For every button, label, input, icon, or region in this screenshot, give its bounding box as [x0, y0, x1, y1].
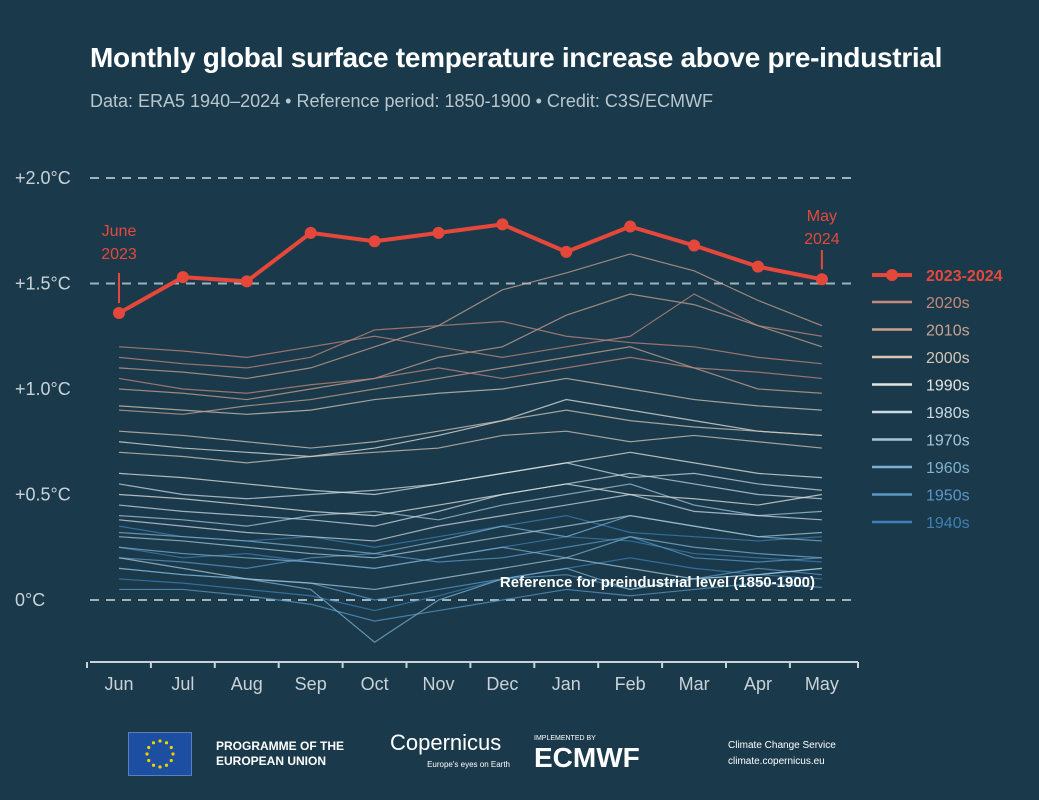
series-line-1990s	[118, 483, 822, 517]
legend-label-2000s: 2000s	[926, 350, 970, 367]
y-tick-label: +1.0°C	[15, 379, 71, 399]
y-tick-label: +0.5°C	[15, 485, 71, 505]
eu-star-icon	[158, 739, 162, 743]
series-line-2000s	[118, 409, 822, 449]
series-line-2010s	[118, 346, 822, 415]
data-point-2023-2024	[815, 273, 828, 286]
eu-star-icon	[169, 745, 173, 750]
series-line-1970s	[118, 483, 822, 527]
series-line-1960s	[118, 536, 822, 569]
data-point-2023-2024	[432, 226, 445, 239]
eu-star-icon	[147, 758, 151, 763]
x-tick-label: Dec	[486, 674, 518, 694]
copernicus-tagline: Europe's eyes on Earth	[427, 760, 510, 769]
series-line-1950s	[119, 582, 822, 622]
eu-programme-text: PROGRAMME OF THE EUROPEAN UNION	[216, 739, 344, 768]
data-point-2023-2024	[240, 275, 253, 288]
x-tick-label: Apr	[744, 674, 772, 694]
data-point-2023-2024	[560, 245, 573, 258]
legend-label-1950s: 1950s	[926, 488, 970, 505]
x-tick-label: Aug	[231, 674, 263, 694]
legend-label-2023-2024: 2023-2024	[926, 268, 1003, 285]
series-line-1990s	[118, 451, 822, 496]
x-tick-label: Nov	[422, 674, 454, 694]
eu-flag-logo	[128, 732, 192, 776]
reference-label: Reference for preindustrial level (1850-…	[500, 574, 815, 591]
x-tick-label: Oct	[361, 674, 389, 694]
series-line-2010s	[118, 253, 823, 380]
series-line-1980s	[118, 472, 822, 527]
data-point-2023-2024	[368, 235, 381, 248]
series-line-2020s	[118, 356, 822, 394]
y-tick-label: +1.5°C	[15, 274, 71, 294]
eu-star-icon	[164, 763, 169, 767]
legend-label-1970s: 1970s	[926, 433, 970, 450]
data-point-2023-2024	[752, 260, 764, 273]
y-tick-label: +2.0°C	[15, 168, 71, 188]
legend-label-1960s: 1960s	[926, 460, 970, 477]
x-tick-label: Feb	[615, 674, 646, 694]
ecmwf-text: ECMWF	[534, 741, 640, 773]
eu-star-icon	[145, 752, 149, 756]
series-line-2020s	[118, 320, 822, 369]
eu-star-icon	[169, 758, 173, 763]
data-point-2023-2024	[113, 307, 125, 320]
eu-stars-icon	[145, 739, 175, 769]
annotation-start-label: 2023	[101, 246, 137, 263]
implemented-by: IMPLEMENTED BY	[534, 734, 596, 742]
legend-label-2020s: 2020s	[926, 295, 970, 312]
data-point-2023-2024	[624, 220, 637, 233]
data-point-2023-2024	[496, 218, 509, 231]
series-line-1980s	[118, 493, 822, 542]
ecmwf-logo: IMPLEMENTED BY ECMWF	[534, 735, 704, 774]
series-line-2020s	[118, 293, 822, 358]
series-line-2000s	[118, 430, 822, 464]
eu-star-icon	[151, 741, 156, 745]
y-tick-label: 0°C	[15, 590, 45, 610]
x-tick-label: Sep	[295, 674, 327, 694]
series-line-1990s	[118, 398, 822, 458]
series-line-1980s	[118, 462, 822, 500]
legend-label-1990s: 1990s	[926, 378, 970, 395]
eu-star-icon	[147, 745, 151, 750]
climate-change-service-logo: Climate Change Service climate.copernicus…	[728, 740, 836, 768]
copernicus-text: Copernicus	[390, 730, 502, 755]
x-tick-label: May	[805, 674, 839, 694]
ccs-url: climate.copernicus.eu	[728, 756, 825, 767]
x-tick-label: Jul	[171, 674, 194, 694]
eu-star-icon	[158, 765, 162, 769]
series-line-2010s	[118, 293, 823, 401]
series-line-2023-2024	[118, 222, 823, 315]
annotation-end-label: May	[807, 208, 837, 225]
series-line-1970s	[118, 514, 822, 559]
data-point-2023-2024	[688, 239, 701, 252]
data-point-2023-2024	[304, 226, 317, 239]
eu-star-icon	[164, 741, 169, 745]
chart-title: Monthly global surface temperature incre…	[90, 42, 943, 73]
x-tick-label: Mar	[679, 674, 710, 694]
eu-star-icon	[151, 763, 156, 767]
eu-star-icon	[171, 752, 175, 756]
legend-label-1980s: 1980s	[926, 405, 970, 422]
footer-logos: PROGRAMME OF THE EUROPEAN UNION Copernic…	[128, 731, 848, 777]
legend-label-2010s: 2010s	[926, 323, 970, 340]
x-tick-label: Jun	[104, 674, 133, 694]
annotation-end-label: 2024	[804, 231, 840, 248]
annotation-start-label: June	[102, 223, 137, 240]
x-tick-label: Jan	[552, 674, 581, 694]
ccs-text: Climate Change Service	[728, 740, 836, 751]
series-line-1950s	[118, 536, 822, 569]
series-line-2000s	[118, 377, 822, 415]
legend-marker-2023-2024	[886, 269, 898, 281]
copernicus-logo: Copernicus Europe's eyes on Earth	[390, 732, 510, 776]
legend-label-1940s: 1940s	[926, 515, 970, 532]
chart-subtitle: Data: ERA5 1940–2024 • Reference period:…	[90, 91, 713, 111]
series-line-1970s	[118, 557, 822, 591]
series-line-1940s	[118, 557, 822, 612]
data-point-2023-2024	[176, 271, 189, 284]
